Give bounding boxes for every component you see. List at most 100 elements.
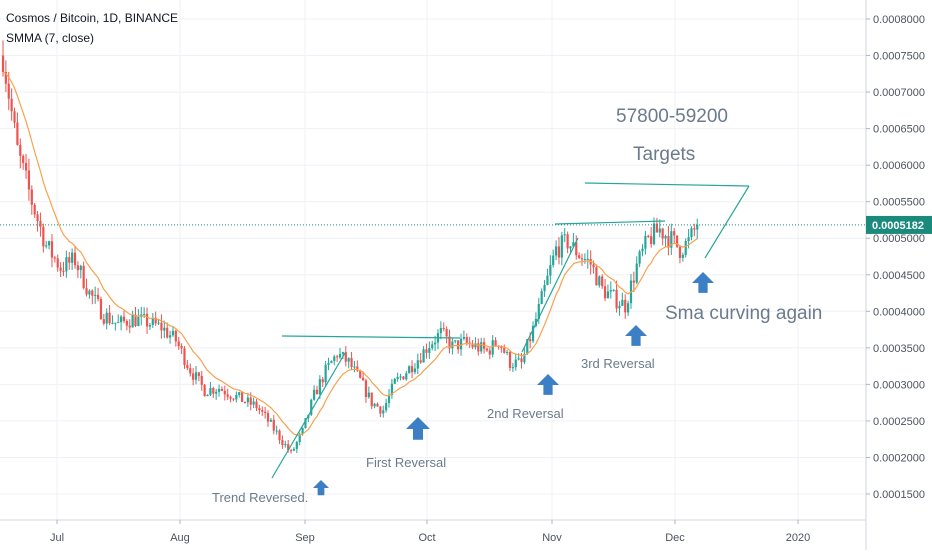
candle-body <box>19 144 22 156</box>
candle-body <box>255 401 258 409</box>
candle-body <box>321 379 324 383</box>
candle-body <box>410 366 414 373</box>
candle-body <box>408 366 411 374</box>
y-tick-label: 0.0004500 <box>873 270 925 282</box>
candle-body <box>402 376 405 380</box>
candle-body <box>537 303 540 319</box>
candle-body <box>529 339 532 342</box>
candle-body <box>405 373 408 380</box>
y-tick-label: 0.0005000 <box>873 233 925 245</box>
candle-body <box>215 391 218 394</box>
candle-body <box>145 313 149 327</box>
grid <box>0 0 866 520</box>
candle-body <box>632 280 635 283</box>
candle-body <box>445 328 448 337</box>
y-tick-label: 0.0005500 <box>873 197 925 209</box>
candle-body <box>310 399 313 415</box>
candle-body <box>373 403 376 407</box>
candle-body <box>318 379 321 395</box>
candle-body <box>42 226 45 247</box>
candle-body <box>425 349 428 353</box>
x-tick-label: Nov <box>542 532 562 544</box>
candle-body <box>223 390 226 395</box>
candle-body <box>606 291 610 299</box>
candle-body <box>361 377 365 381</box>
candle-body <box>353 366 356 368</box>
candle-body <box>85 288 88 295</box>
candle-body <box>220 389 224 391</box>
x-tick-label: Aug <box>170 532 190 544</box>
candle-body <box>197 372 200 376</box>
candle-body <box>347 358 350 362</box>
candle-body <box>232 398 235 400</box>
candle-body <box>531 325 535 342</box>
y-tick-label: 0.0003500 <box>873 343 925 355</box>
indicator-label: SMMA (7, close) <box>6 31 95 45</box>
candle-body <box>111 322 114 324</box>
candle-body <box>68 257 71 263</box>
annotation-first-reversal: First Reversal <box>366 455 446 470</box>
candle-body <box>284 444 287 446</box>
candle-body <box>393 378 396 384</box>
candle-body <box>1 55 5 72</box>
candle-body <box>73 252 77 266</box>
candle-body <box>609 289 612 292</box>
candle-body <box>65 257 68 272</box>
candle-body <box>249 397 252 405</box>
candle-body <box>22 155 25 164</box>
candle-body <box>454 340 457 342</box>
y-tick-label: 0.0003000 <box>873 379 925 391</box>
candle-body <box>641 248 644 252</box>
candle-body <box>315 389 319 395</box>
candle-body <box>246 397 249 403</box>
candle-body <box>678 246 682 258</box>
candle-body <box>183 348 186 366</box>
up-arrow-icon <box>537 374 559 395</box>
last-price-label: 0.0005182 <box>872 220 924 232</box>
candle-body <box>603 286 607 299</box>
candle-body <box>526 339 529 355</box>
y-tick-label: 0.0001500 <box>873 489 925 501</box>
candle-body <box>376 403 379 407</box>
candle-body <box>644 235 647 249</box>
candle-body <box>166 327 169 338</box>
candle-body <box>168 335 172 338</box>
candle-body <box>655 223 659 233</box>
candle-body <box>50 241 54 258</box>
candle-body <box>687 237 690 241</box>
candle-body <box>652 223 656 245</box>
candle-body <box>557 246 561 258</box>
candle-body <box>356 366 359 371</box>
candle-body <box>419 360 422 363</box>
candle-body <box>148 325 152 327</box>
candle-body <box>491 340 494 355</box>
candle-body <box>578 255 581 259</box>
annotation-trend-reversed: Trend Reversed. <box>212 490 308 505</box>
candle-body <box>33 204 36 215</box>
y-tick-label: 0.0008000 <box>873 14 925 26</box>
candle-body <box>618 305 621 309</box>
candle-body <box>212 388 215 394</box>
candle-body <box>457 340 460 350</box>
candle-body <box>13 111 16 123</box>
candle-body <box>667 236 670 248</box>
candle-body <box>24 163 28 171</box>
up-arrow-icon <box>406 417 430 440</box>
x-tick-label: Oct <box>418 532 435 544</box>
candle-body <box>180 346 183 349</box>
annotation-second-reversal: 2nd Reversal <box>487 406 564 421</box>
candle-body <box>554 246 558 256</box>
y-tick-label: 0.0007000 <box>873 87 925 99</box>
candle-body <box>47 241 51 246</box>
candle-body <box>396 376 399 379</box>
candle-body <box>171 330 175 336</box>
candle-body <box>189 368 192 374</box>
candle-body <box>186 365 189 369</box>
candle-body <box>664 236 667 239</box>
candle-body <box>134 314 137 326</box>
candle-body <box>177 341 180 347</box>
candle-body <box>422 349 425 363</box>
candle-body <box>82 265 85 289</box>
annotation-sma-curving: Sma curving again <box>665 303 822 324</box>
